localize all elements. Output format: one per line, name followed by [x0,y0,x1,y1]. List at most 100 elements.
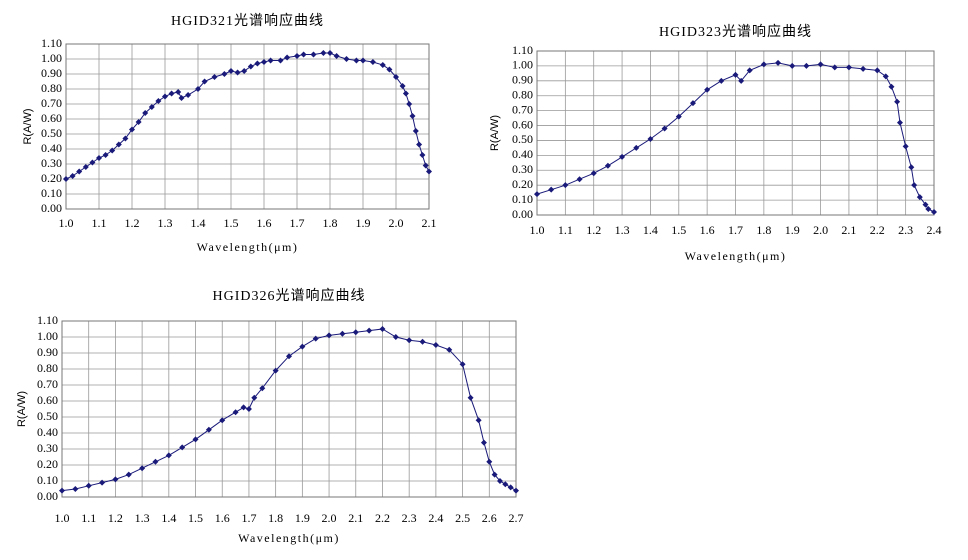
data-point [125,471,132,478]
y-tick-label: 0.80 [41,81,62,95]
data-point [419,338,426,345]
data-point [72,486,79,492]
data-point [467,394,474,401]
x-tick-label: 2.1 [348,511,363,525]
data-point [406,101,413,107]
data-point [446,346,453,353]
data-point [232,409,239,416]
data-point [205,426,212,433]
data-point [633,144,640,151]
data-point [548,186,555,193]
y-tick-label: 0.20 [512,177,533,191]
y-tick-label: 0.20 [41,171,62,185]
data-point [379,62,386,68]
y-tick-label: 0.50 [41,126,62,140]
data-point [115,141,122,148]
x-tick-label: 1.2 [586,223,601,237]
x-tick-label: 1.9 [356,216,371,230]
y-tick-label: 0.00 [512,207,533,221]
data-point [76,168,83,175]
data-point [386,66,393,73]
data-point [99,479,106,486]
y-tick-label: 0.90 [37,345,58,359]
x-tick-label: 1.8 [323,216,338,230]
data-point [299,343,306,350]
x-tick-label: 1.4 [191,216,206,230]
x-tick-label: 1.2 [125,216,140,230]
data-point [507,484,514,491]
data-point [619,153,626,160]
x-tick-label: 1.4 [161,511,176,525]
data-point [102,152,109,158]
y-axis-label: R(A/W) [22,108,34,144]
data-point [221,71,228,77]
data-point [675,113,682,120]
data-point [604,162,611,169]
y-tick-label: 0.00 [37,489,58,503]
y-tick-label: 0.60 [512,117,533,131]
data-point [135,119,142,125]
x-tick-label: 2.4 [927,223,942,237]
data-point [718,77,725,84]
x-tick-label: 1.8 [756,223,771,237]
data-point [168,90,175,97]
y-tick-label: 0.10 [512,192,533,206]
x-tick-label: 2.3 [402,511,417,525]
data-point [888,83,895,90]
data-point [352,329,359,336]
y-tick-label: 0.80 [37,361,58,375]
data-point [63,176,69,182]
data-point [247,63,254,70]
data-point [496,478,503,484]
data-point [409,113,416,119]
y-tick-label: 0.20 [37,457,58,471]
data-point [882,73,889,80]
data-point [240,404,247,411]
plot-border [536,50,935,216]
x-tick-label: 1.4 [643,223,658,237]
y-tick-label: 0.70 [41,96,62,110]
x-tick-label: 2.7 [509,511,524,525]
y-tick-label: 0.60 [37,393,58,407]
data-point [284,54,291,61]
plot-border [61,320,517,498]
data-point [845,64,852,71]
data-point [416,141,423,148]
data-point [661,125,668,132]
y-tick-label: 0.60 [41,111,62,125]
data-point [369,59,376,65]
data-point [162,93,168,100]
data-point [175,89,182,95]
x-tick-label: 1.0 [55,511,70,525]
data-point [219,417,226,424]
data-point [254,60,261,67]
data-point [419,152,426,158]
data-point [245,406,252,412]
data-point [59,487,65,494]
x-axis-label: Wavelength(μm) [197,240,299,254]
y-tick-label: 0.90 [41,66,62,80]
y-tick-label: 0.30 [41,156,62,170]
data-point [817,61,824,68]
data-point [185,92,192,98]
y-tick-label: 0.50 [37,409,58,423]
data-point [234,69,241,76]
y-tick-label: 1.10 [41,36,62,50]
x-axis-label: Wavelength(μm) [685,249,787,263]
data-point [689,100,696,107]
data-point [211,74,218,80]
y-tick-label: 0.70 [37,377,58,391]
chart-title: HGID323光谱响应曲线 [659,23,812,40]
data-point [228,68,234,74]
data-point [155,98,162,104]
data-point [129,126,135,133]
data-point [286,353,292,360]
x-tick-label: 1.3 [135,511,150,525]
data-point [931,209,937,216]
x-tick-label: 1.0 [59,216,74,230]
x-tick-label: 1.0 [530,223,545,237]
data-point [412,128,419,134]
data-point [139,465,146,472]
y-tick-label: 0.40 [512,147,533,161]
